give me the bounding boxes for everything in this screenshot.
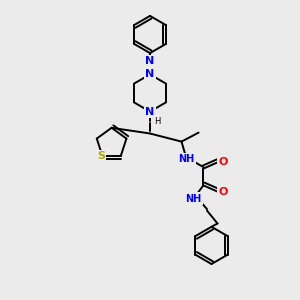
Text: N: N bbox=[146, 106, 154, 117]
Text: S: S bbox=[97, 151, 105, 161]
Text: NH: NH bbox=[178, 154, 195, 164]
Text: O: O bbox=[218, 187, 228, 197]
Text: N: N bbox=[146, 56, 154, 67]
Text: H: H bbox=[154, 117, 161, 126]
Text: O: O bbox=[218, 157, 228, 167]
Text: N: N bbox=[146, 69, 154, 80]
Text: NH: NH bbox=[185, 194, 202, 204]
